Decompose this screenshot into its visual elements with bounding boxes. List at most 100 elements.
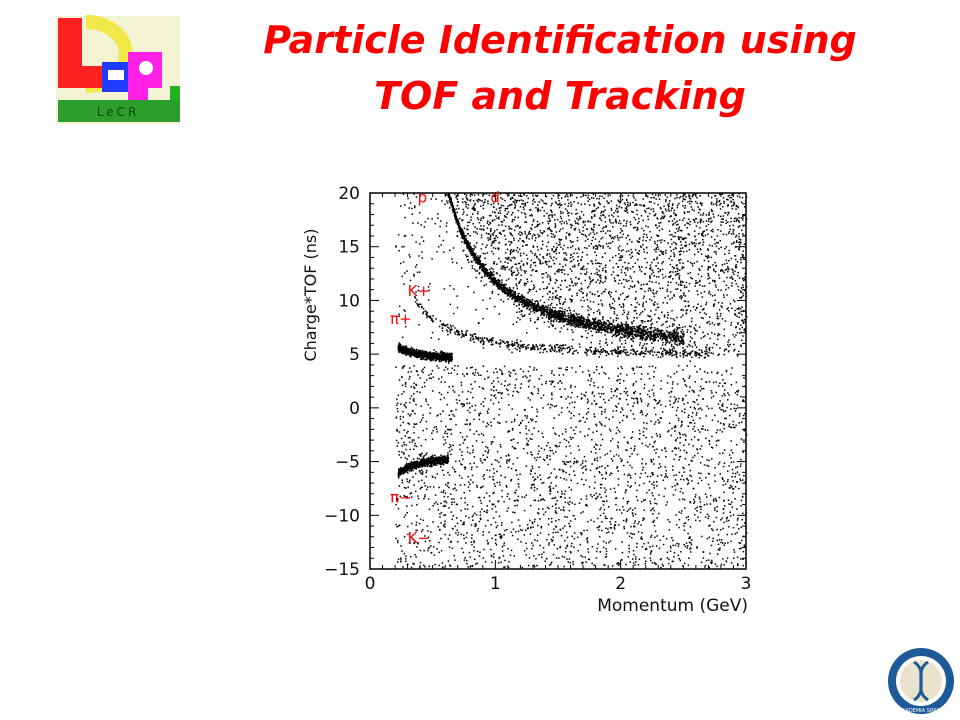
scatter-point (650, 236, 653, 239)
scatter-point (455, 221, 457, 224)
scatter-point (574, 316, 576, 318)
scatter-point (549, 309, 551, 312)
scatter-point (450, 329, 452, 331)
scatter-point (587, 326, 589, 328)
scatter-point (514, 298, 517, 300)
scatter-point (460, 336, 463, 338)
scatter-point (687, 260, 689, 262)
scatter-point (657, 336, 660, 338)
scatter-point (551, 308, 553, 311)
scatter-point (557, 346, 559, 349)
scatter-point (423, 352, 426, 355)
scatter-point (704, 234, 707, 237)
scatter-point (410, 469, 413, 471)
scatter-point (536, 195, 538, 197)
scatter-point (555, 315, 557, 317)
scatter-point (408, 464, 410, 466)
scatter-point (526, 301, 528, 303)
scatter-point (616, 329, 618, 331)
scatter-point (521, 301, 523, 303)
scatter-point (426, 314, 428, 316)
scatter-point (723, 294, 725, 296)
scatter-point (470, 252, 473, 254)
scatter-point (447, 353, 449, 356)
scatter-point (632, 348, 634, 351)
scatter-point (440, 356, 442, 359)
scatter-point (585, 325, 587, 327)
scatter-point (492, 268, 494, 270)
scatter-point (454, 327, 456, 329)
scatter-point (646, 252, 648, 254)
scatter-point (602, 329, 604, 331)
scatter-point (605, 322, 607, 324)
scatter-point (422, 355, 424, 357)
scatter-point (484, 270, 487, 272)
scatter-point (508, 256, 510, 259)
scatter-point (721, 302, 723, 304)
scatter-point (571, 314, 573, 316)
scatter-point (498, 343, 500, 345)
scatter-point (578, 318, 580, 321)
scatter-point (679, 340, 682, 343)
scatter-point (497, 279, 499, 281)
scatter-point (481, 269, 483, 271)
scatter-point (411, 348, 414, 350)
scatter-point (740, 217, 743, 219)
scatter-point (403, 467, 405, 469)
scatter-point (590, 330, 592, 333)
scatter-point (704, 353, 706, 355)
scatter-point (741, 229, 743, 232)
scatter-point (662, 337, 665, 339)
scatter-point (645, 225, 647, 227)
scatter-point (546, 312, 548, 314)
scatter-point (422, 358, 425, 360)
scatter-point (558, 315, 560, 317)
scatter-point (543, 310, 545, 312)
scatter-point (472, 336, 474, 338)
scatter-point (558, 252, 561, 254)
scatter-point (430, 455, 433, 458)
scatter-point (665, 339, 667, 341)
scatter-point (467, 245, 470, 247)
scatter-point (666, 339, 669, 342)
scatter-point (662, 341, 664, 344)
scatter-point (571, 224, 574, 227)
scatter-point (406, 467, 408, 470)
scatter-point (405, 471, 408, 473)
scatter-point (511, 220, 513, 223)
scatter-point (421, 350, 424, 352)
scatter-point (735, 241, 738, 243)
scatter-point (678, 228, 680, 230)
scatter-point (611, 353, 614, 356)
scatter-point (638, 331, 640, 334)
scatter-point (621, 343, 623, 345)
scatter-point (455, 216, 458, 218)
scatter-point (512, 290, 514, 292)
scatter-point (436, 354, 438, 357)
scatter-point (446, 455, 449, 457)
scatter-point (520, 260, 523, 262)
scatter-point (449, 249, 451, 252)
scatter-point (558, 346, 561, 348)
scatter-point (412, 350, 414, 352)
scatter-point (603, 325, 606, 327)
scatter-point (621, 323, 623, 325)
scatter-point (418, 464, 421, 467)
scatter-point (432, 352, 434, 354)
scatter-point (666, 350, 668, 353)
scatter-point (403, 350, 406, 352)
scatter-point (668, 348, 671, 351)
scatter-point (723, 335, 725, 337)
scatter-point (507, 346, 510, 348)
scatter-point (649, 239, 651, 241)
scatter-point (468, 250, 471, 253)
scatter-point (398, 250, 400, 252)
scatter-point (694, 352, 697, 354)
scatter-point (573, 325, 575, 327)
scatter-point (624, 332, 626, 335)
scatter-point (655, 328, 657, 330)
scatter-point (458, 334, 461, 336)
scatter-point (511, 294, 514, 297)
scatter-point (718, 322, 721, 325)
scatter-point (431, 318, 433, 320)
